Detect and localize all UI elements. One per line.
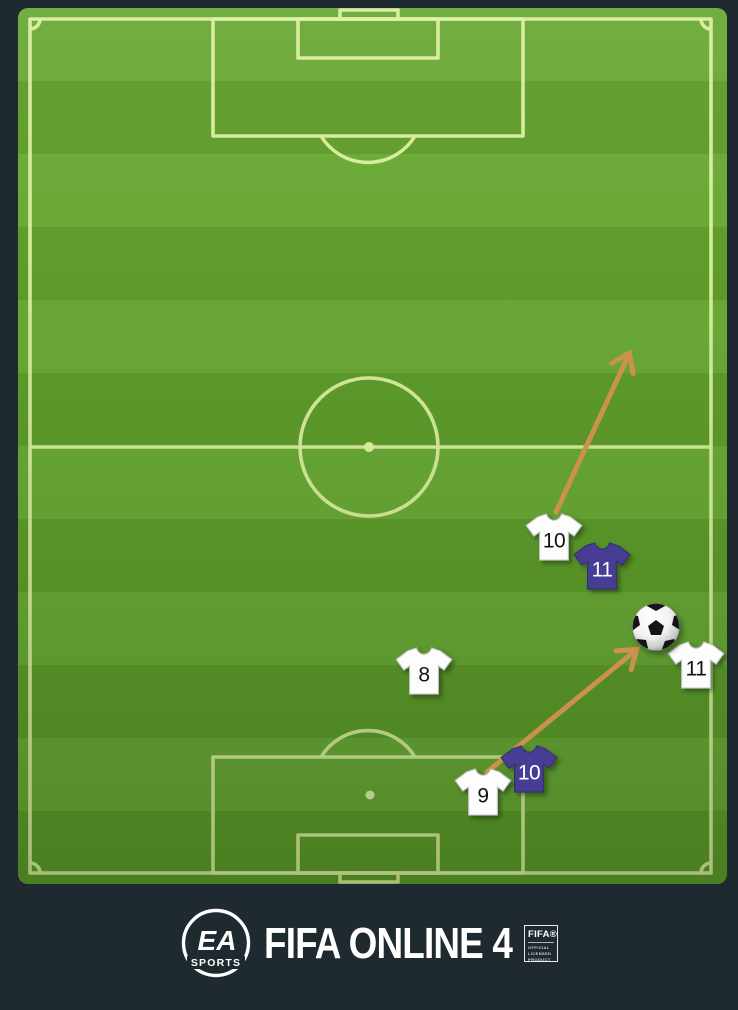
player-jersey-blue-10[interactable]: 10: [500, 745, 558, 793]
player-jersey-white-8[interactable]: 8: [395, 647, 453, 695]
branding-footer: EA SPORTS FIFA ONLINE 4 FIFA® OFFICIAL L…: [180, 907, 558, 979]
badge-line: LICENSED: [528, 950, 552, 956]
badge-line: PRODUCT: [528, 956, 551, 962]
soccer-pitch: [18, 8, 727, 884]
player-jersey-blue-11[interactable]: 11: [573, 542, 631, 590]
player-number: 11: [591, 558, 613, 582]
jersey-icon: [500, 745, 558, 793]
penalty-arc-top: [319, 135, 417, 165]
fifa-license-badge: FIFA® OFFICIAL LICENSED PRODUCT: [524, 924, 558, 962]
jersey-icon: [573, 542, 631, 590]
player-jersey-white-10[interactable]: 10: [525, 513, 583, 561]
jersey-icon: [454, 768, 512, 816]
jersey-icon: [667, 641, 725, 689]
badge-title: FIFA®: [528, 929, 557, 943]
player-number: 11: [685, 657, 707, 681]
goal-top: [338, 8, 400, 21]
player-jersey-white-11[interactable]: 11: [667, 641, 725, 689]
corner-arc-bottom-right: [699, 861, 712, 874]
corner-arc-top-left: [29, 18, 42, 31]
goal-bottom: [338, 871, 400, 884]
penalty-spot-bottom: [365, 790, 375, 800]
jersey-icon: [525, 513, 583, 561]
goal-area-bottom: [296, 833, 440, 875]
corner-arc-bottom-left: [29, 861, 42, 874]
center-circle: [298, 376, 440, 518]
player-number: 8: [418, 663, 430, 687]
goal-area-top: [296, 17, 440, 60]
badge-line: OFFICIAL: [528, 944, 550, 950]
soccer-ball-icon[interactable]: [631, 602, 681, 652]
fifa-online-4-wordmark: FIFA ONLINE 4: [264, 919, 514, 968]
player-jersey-white-9[interactable]: 9: [454, 768, 512, 816]
player-number: 10: [517, 761, 541, 785]
penalty-box-top: [211, 17, 525, 138]
corner-arc-top-right: [699, 18, 712, 31]
ea-sports-label: SPORTS: [191, 957, 241, 969]
ea-sports-logo-icon: EA SPORTS: [181, 908, 251, 978]
ea-monogram: EA: [198, 925, 237, 956]
pitch-markings: [28, 8, 713, 884]
jersey-icon: [395, 647, 453, 695]
penalty-arc-bottom: [319, 728, 417, 758]
center-spot: [364, 442, 374, 452]
wordmark-text: FIFA ONLINE 4: [264, 919, 513, 968]
player-number: 10: [542, 529, 566, 553]
player-number: 9: [477, 784, 489, 808]
